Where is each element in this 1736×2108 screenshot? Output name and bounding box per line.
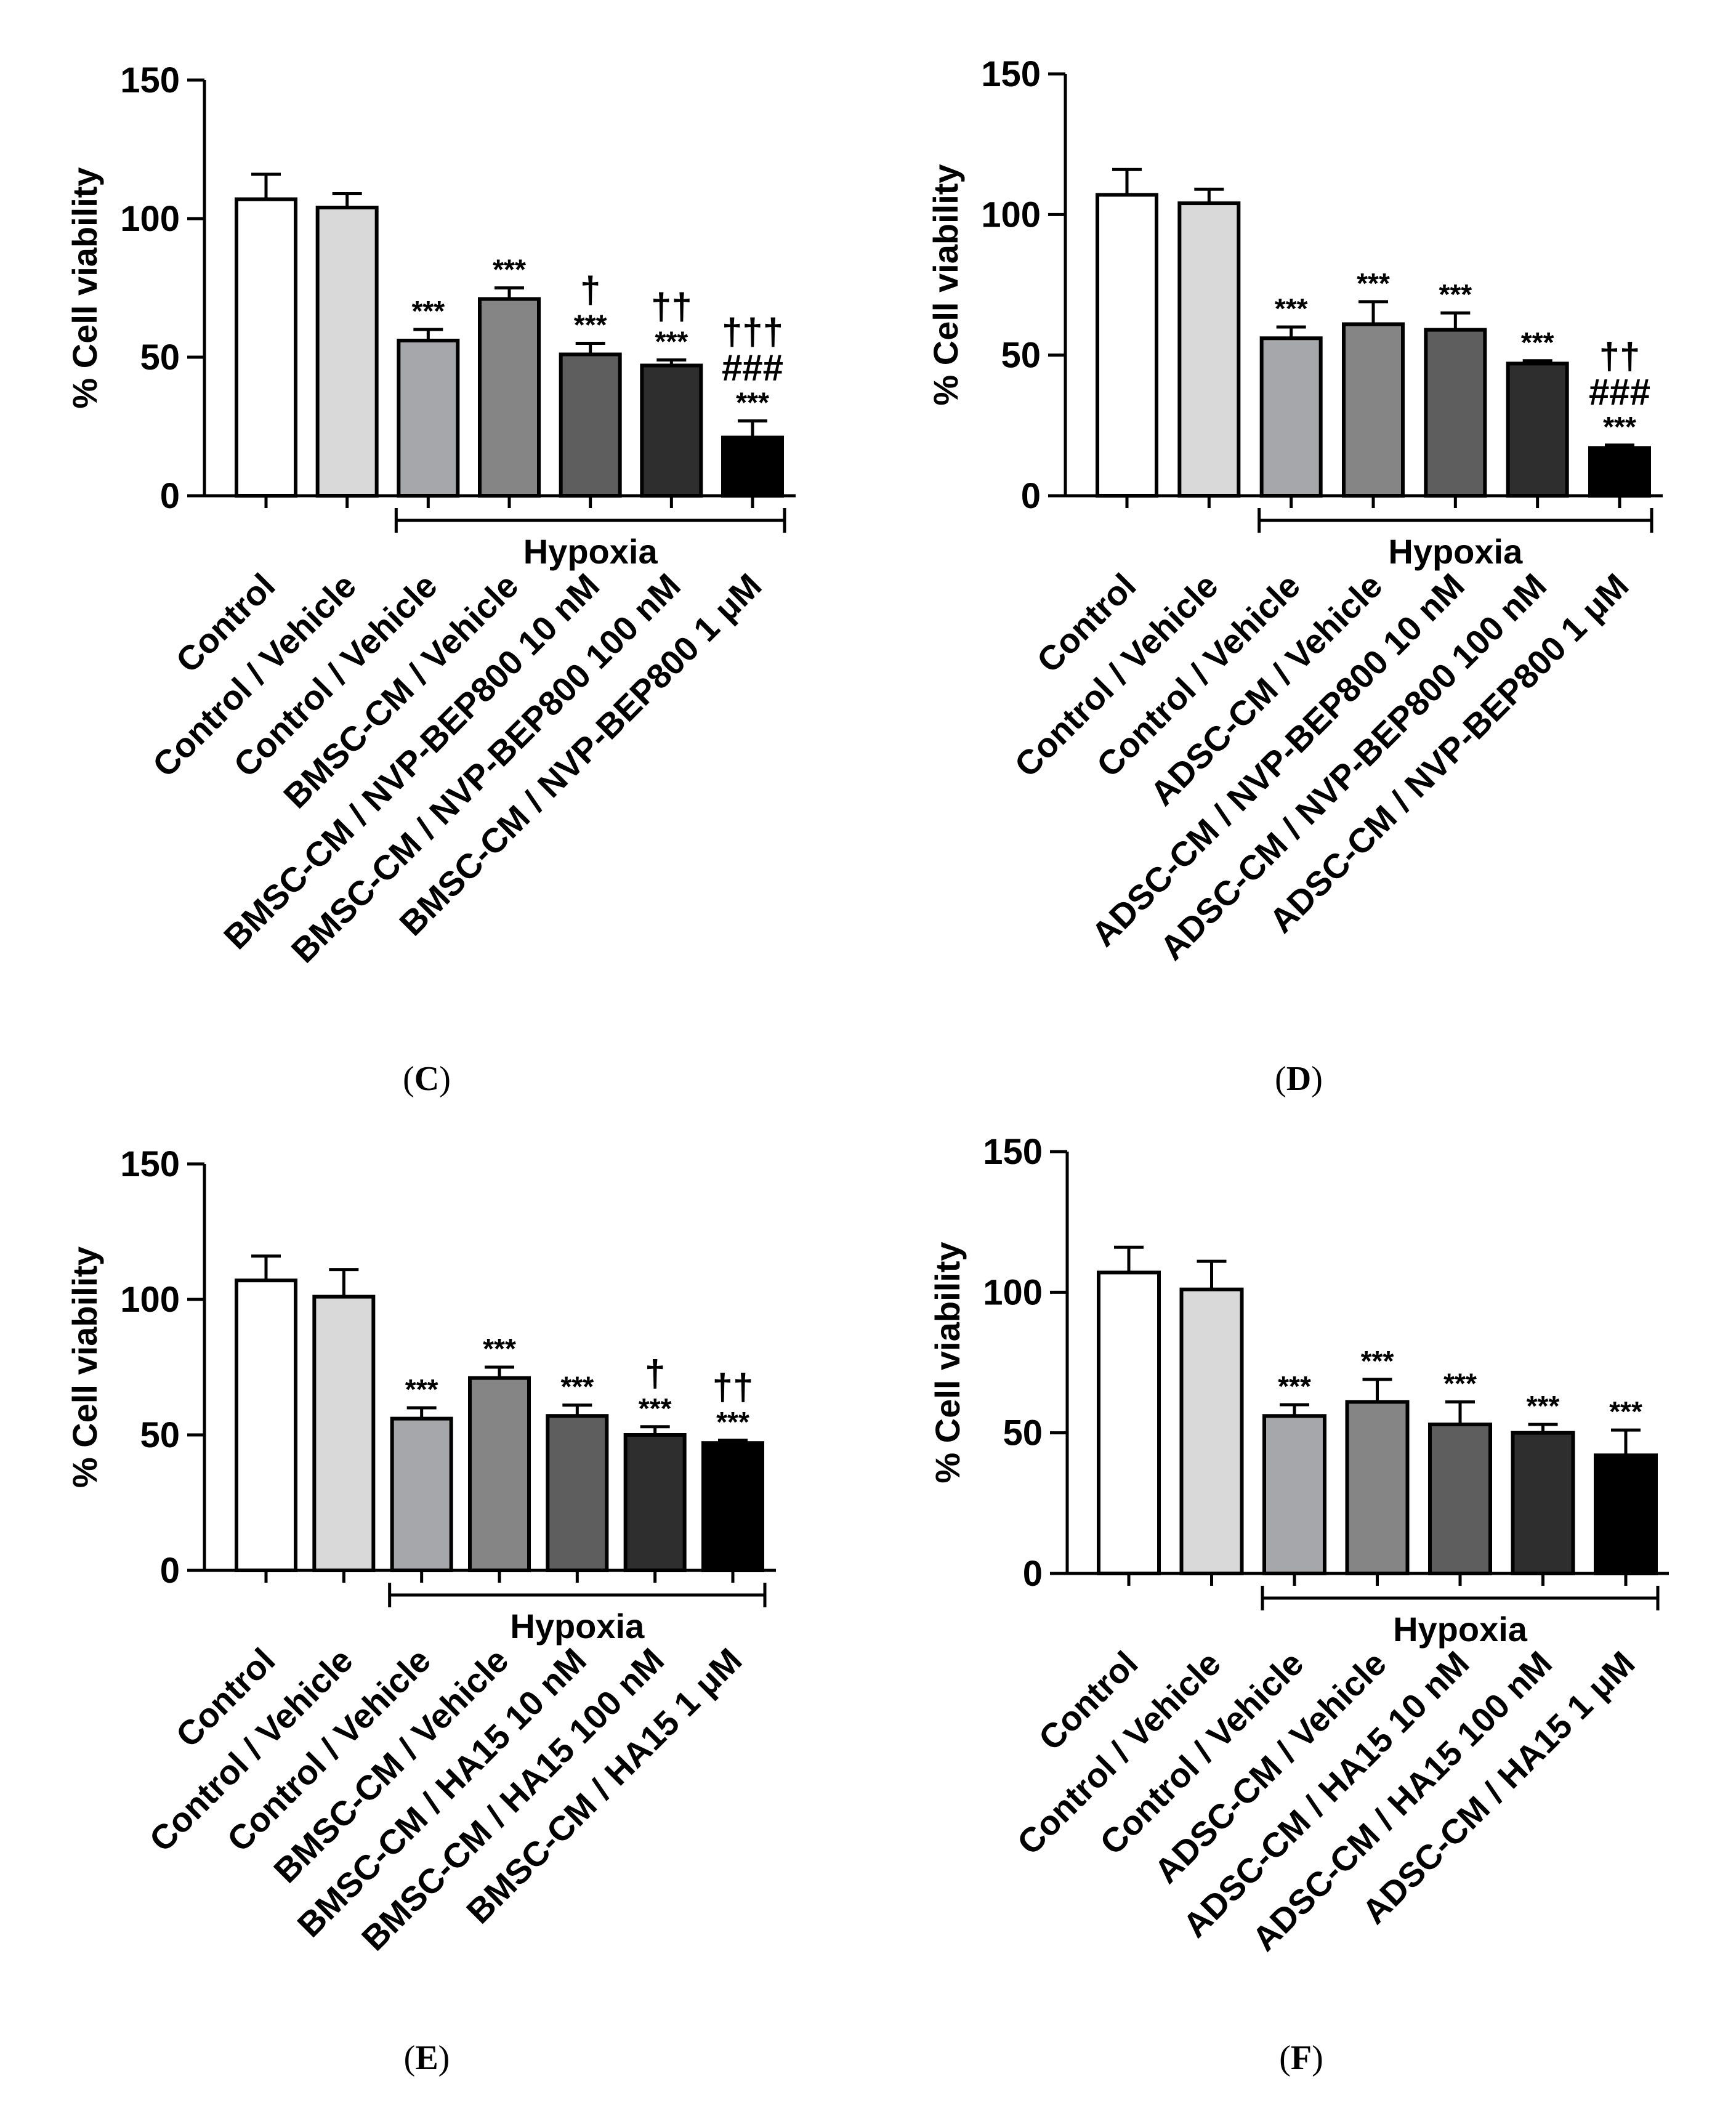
significance-label: *** <box>1278 1370 1311 1402</box>
bar <box>1594 1453 1658 1575</box>
significance-label: *** <box>574 309 607 341</box>
y-tick-label: 100 <box>981 195 1041 235</box>
panel-label-f: (F) <box>1279 2039 1323 2077</box>
svg-text:(D): (D) <box>1275 1060 1323 1098</box>
bar <box>1342 322 1405 498</box>
svg-text:(F): (F) <box>1279 2039 1323 2077</box>
significance-label: † <box>645 1353 665 1394</box>
bar <box>701 1441 764 1572</box>
y-tick-label: 100 <box>983 1272 1043 1312</box>
bar <box>1177 201 1241 498</box>
significance-label: *** <box>1439 278 1472 310</box>
y-axis-title: % Cell viability <box>65 1246 104 1488</box>
bar <box>1345 1400 1410 1576</box>
bar <box>1259 336 1323 498</box>
group-label: Hypoxia <box>523 532 658 571</box>
bar <box>1511 1431 1575 1576</box>
significance-label: †† <box>651 286 692 328</box>
significance-label: *** <box>1357 267 1390 299</box>
panel-label-d: (D) <box>1275 1060 1323 1098</box>
svg-text:(C): (C) <box>403 1060 451 1098</box>
y-tick-label: 150 <box>983 1132 1043 1172</box>
panel-label-e: (E) <box>404 2039 450 2077</box>
bar <box>315 206 379 498</box>
significance-label: *** <box>1361 1345 1394 1377</box>
y-tick-label: 50 <box>140 337 180 378</box>
y-axis-title: % Cell viability <box>65 167 104 408</box>
bar <box>468 1376 531 1573</box>
bar <box>623 1433 687 1572</box>
significance-label: ### <box>722 347 783 389</box>
significance-label: *** <box>736 387 769 419</box>
bar <box>478 297 541 498</box>
significance-label: *** <box>1275 293 1308 325</box>
y-tick-label: 150 <box>981 54 1041 94</box>
y-tick-label: 100 <box>120 1280 180 1320</box>
significance-label: *** <box>1609 1395 1642 1428</box>
significance-label: *** <box>655 326 688 358</box>
y-axis-title: % Cell viability <box>926 164 965 405</box>
bar <box>1588 446 1651 498</box>
significance-label: *** <box>1521 326 1554 358</box>
significance-label: ††† <box>722 312 783 353</box>
group-label: Hypoxia <box>1393 1610 1528 1649</box>
y-tick-label: 150 <box>120 1144 180 1184</box>
y-tick-label: 0 <box>160 476 180 516</box>
y-tick-label: 50 <box>140 1415 180 1455</box>
bar <box>390 1416 453 1573</box>
significance-label: *** <box>1603 411 1636 443</box>
bar <box>559 352 622 498</box>
panel-label-c: (C) <box>403 1060 451 1098</box>
significance-label: *** <box>1527 1390 1560 1422</box>
significance-label: † <box>580 270 600 311</box>
svg-text:(E): (E) <box>404 2039 450 2077</box>
y-tick-label: 0 <box>1023 1554 1043 1594</box>
bar <box>546 1414 609 1572</box>
significance-label: *** <box>639 1392 672 1424</box>
significance-label: *** <box>405 1373 438 1405</box>
bar <box>1262 1414 1326 1575</box>
group-label: Hypoxia <box>510 1607 645 1646</box>
y-axis-title: % Cell viability <box>928 1242 967 1483</box>
significance-label: *** <box>560 1371 594 1403</box>
bar <box>640 363 703 498</box>
y-tick-label: 100 <box>120 199 180 239</box>
bar <box>1097 1270 1161 1576</box>
bar <box>235 197 297 498</box>
significance-label: *** <box>493 254 526 286</box>
bar <box>235 1278 297 1572</box>
y-tick-label: 50 <box>1001 336 1041 376</box>
significance-label: ### <box>1589 371 1650 413</box>
bar <box>397 339 460 498</box>
y-tick-label: 0 <box>1021 476 1041 516</box>
bar <box>312 1294 376 1573</box>
y-tick-label: 150 <box>120 60 180 100</box>
y-tick-label: 50 <box>1003 1413 1043 1453</box>
significance-label: *** <box>1443 1367 1477 1399</box>
bar <box>1096 193 1158 498</box>
significance-label: †† <box>1599 336 1641 377</box>
significance-label: *** <box>716 1406 749 1438</box>
significance-label: *** <box>483 1333 516 1365</box>
bar <box>721 435 784 498</box>
bar <box>1506 361 1569 498</box>
significance-label: †† <box>713 1367 754 1408</box>
y-tick-label: 0 <box>160 1551 180 1591</box>
significance-label: *** <box>411 295 445 327</box>
bar <box>1179 1287 1244 1575</box>
group-label: Hypoxia <box>1388 532 1523 571</box>
bar <box>1428 1422 1492 1575</box>
bar <box>1424 328 1487 498</box>
